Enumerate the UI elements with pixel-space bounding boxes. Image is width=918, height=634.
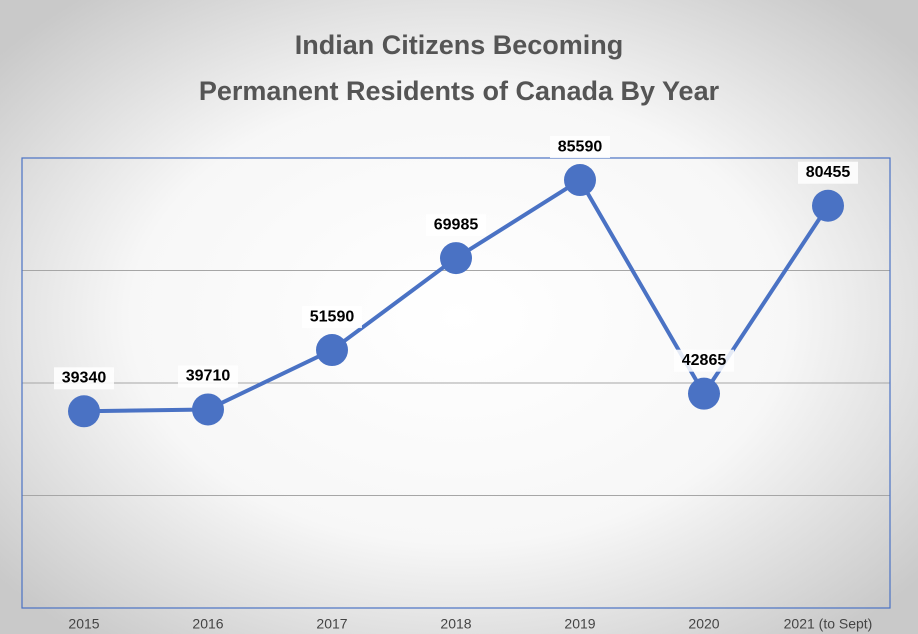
label-bg	[54, 367, 114, 390]
label-bg	[798, 161, 858, 184]
label-bg	[674, 349, 734, 372]
chart-title: Indian Citizens Becoming	[295, 30, 624, 60]
label-bg	[426, 214, 486, 237]
x-tick-label: 2020	[688, 616, 719, 632]
point	[68, 395, 100, 428]
x-tick-label: 2015	[68, 616, 99, 632]
data-label: 80455	[806, 164, 851, 181]
x-tick-label: 2018	[440, 616, 471, 632]
data-label: 85590	[558, 138, 603, 155]
point	[316, 334, 348, 367]
data-label: 69985	[434, 216, 479, 233]
data-label: 39340	[62, 370, 107, 387]
data-label: 51590	[310, 308, 355, 325]
marks: 39340 39710 51590 69985 85590 42865 80455	[54, 136, 858, 428]
label-bg	[550, 136, 610, 159]
label-bg	[178, 365, 238, 388]
point	[688, 377, 720, 410]
x-tick-label: 2017	[316, 616, 347, 632]
point	[564, 164, 596, 197]
plot-frame	[21, 157, 891, 609]
point	[812, 189, 844, 222]
point	[440, 242, 472, 275]
data-label: 42865	[682, 352, 727, 369]
x-tick-label: 2016	[192, 616, 223, 632]
chart-title: Permanent Residents of Canada By Year	[199, 76, 720, 106]
x-tick-label: 2019	[564, 616, 595, 632]
point	[192, 393, 224, 426]
data-label: 39710	[186, 368, 231, 385]
label-bg	[302, 306, 362, 329]
x-tick-label: 2021 (to Sept)	[784, 616, 873, 632]
